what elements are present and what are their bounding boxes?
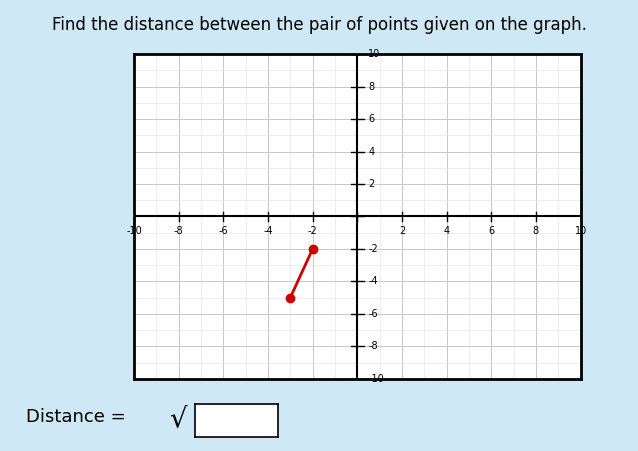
- Text: -4: -4: [263, 226, 273, 236]
- Text: -6: -6: [369, 309, 378, 319]
- Text: Distance =: Distance =: [26, 408, 131, 426]
- Text: Find the distance between the pair of points given on the graph.: Find the distance between the pair of po…: [52, 16, 586, 34]
- Text: 8: 8: [533, 226, 539, 236]
- Text: 6: 6: [488, 226, 494, 236]
- Text: -8: -8: [369, 341, 378, 351]
- Text: 4: 4: [369, 147, 375, 156]
- Text: -10: -10: [369, 374, 384, 384]
- Text: 2: 2: [399, 226, 405, 236]
- Text: -2: -2: [369, 244, 378, 254]
- Text: 10: 10: [574, 226, 587, 236]
- Text: 2: 2: [369, 179, 375, 189]
- Text: -4: -4: [369, 276, 378, 286]
- Text: 6: 6: [369, 114, 375, 124]
- Text: 4: 4: [443, 226, 450, 236]
- Text: -10: -10: [126, 226, 142, 236]
- Text: 8: 8: [369, 82, 375, 92]
- Text: -8: -8: [174, 226, 184, 236]
- Text: -6: -6: [218, 226, 228, 236]
- Text: 10: 10: [369, 49, 381, 59]
- Text: -2: -2: [308, 226, 318, 236]
- Text: √: √: [169, 406, 187, 434]
